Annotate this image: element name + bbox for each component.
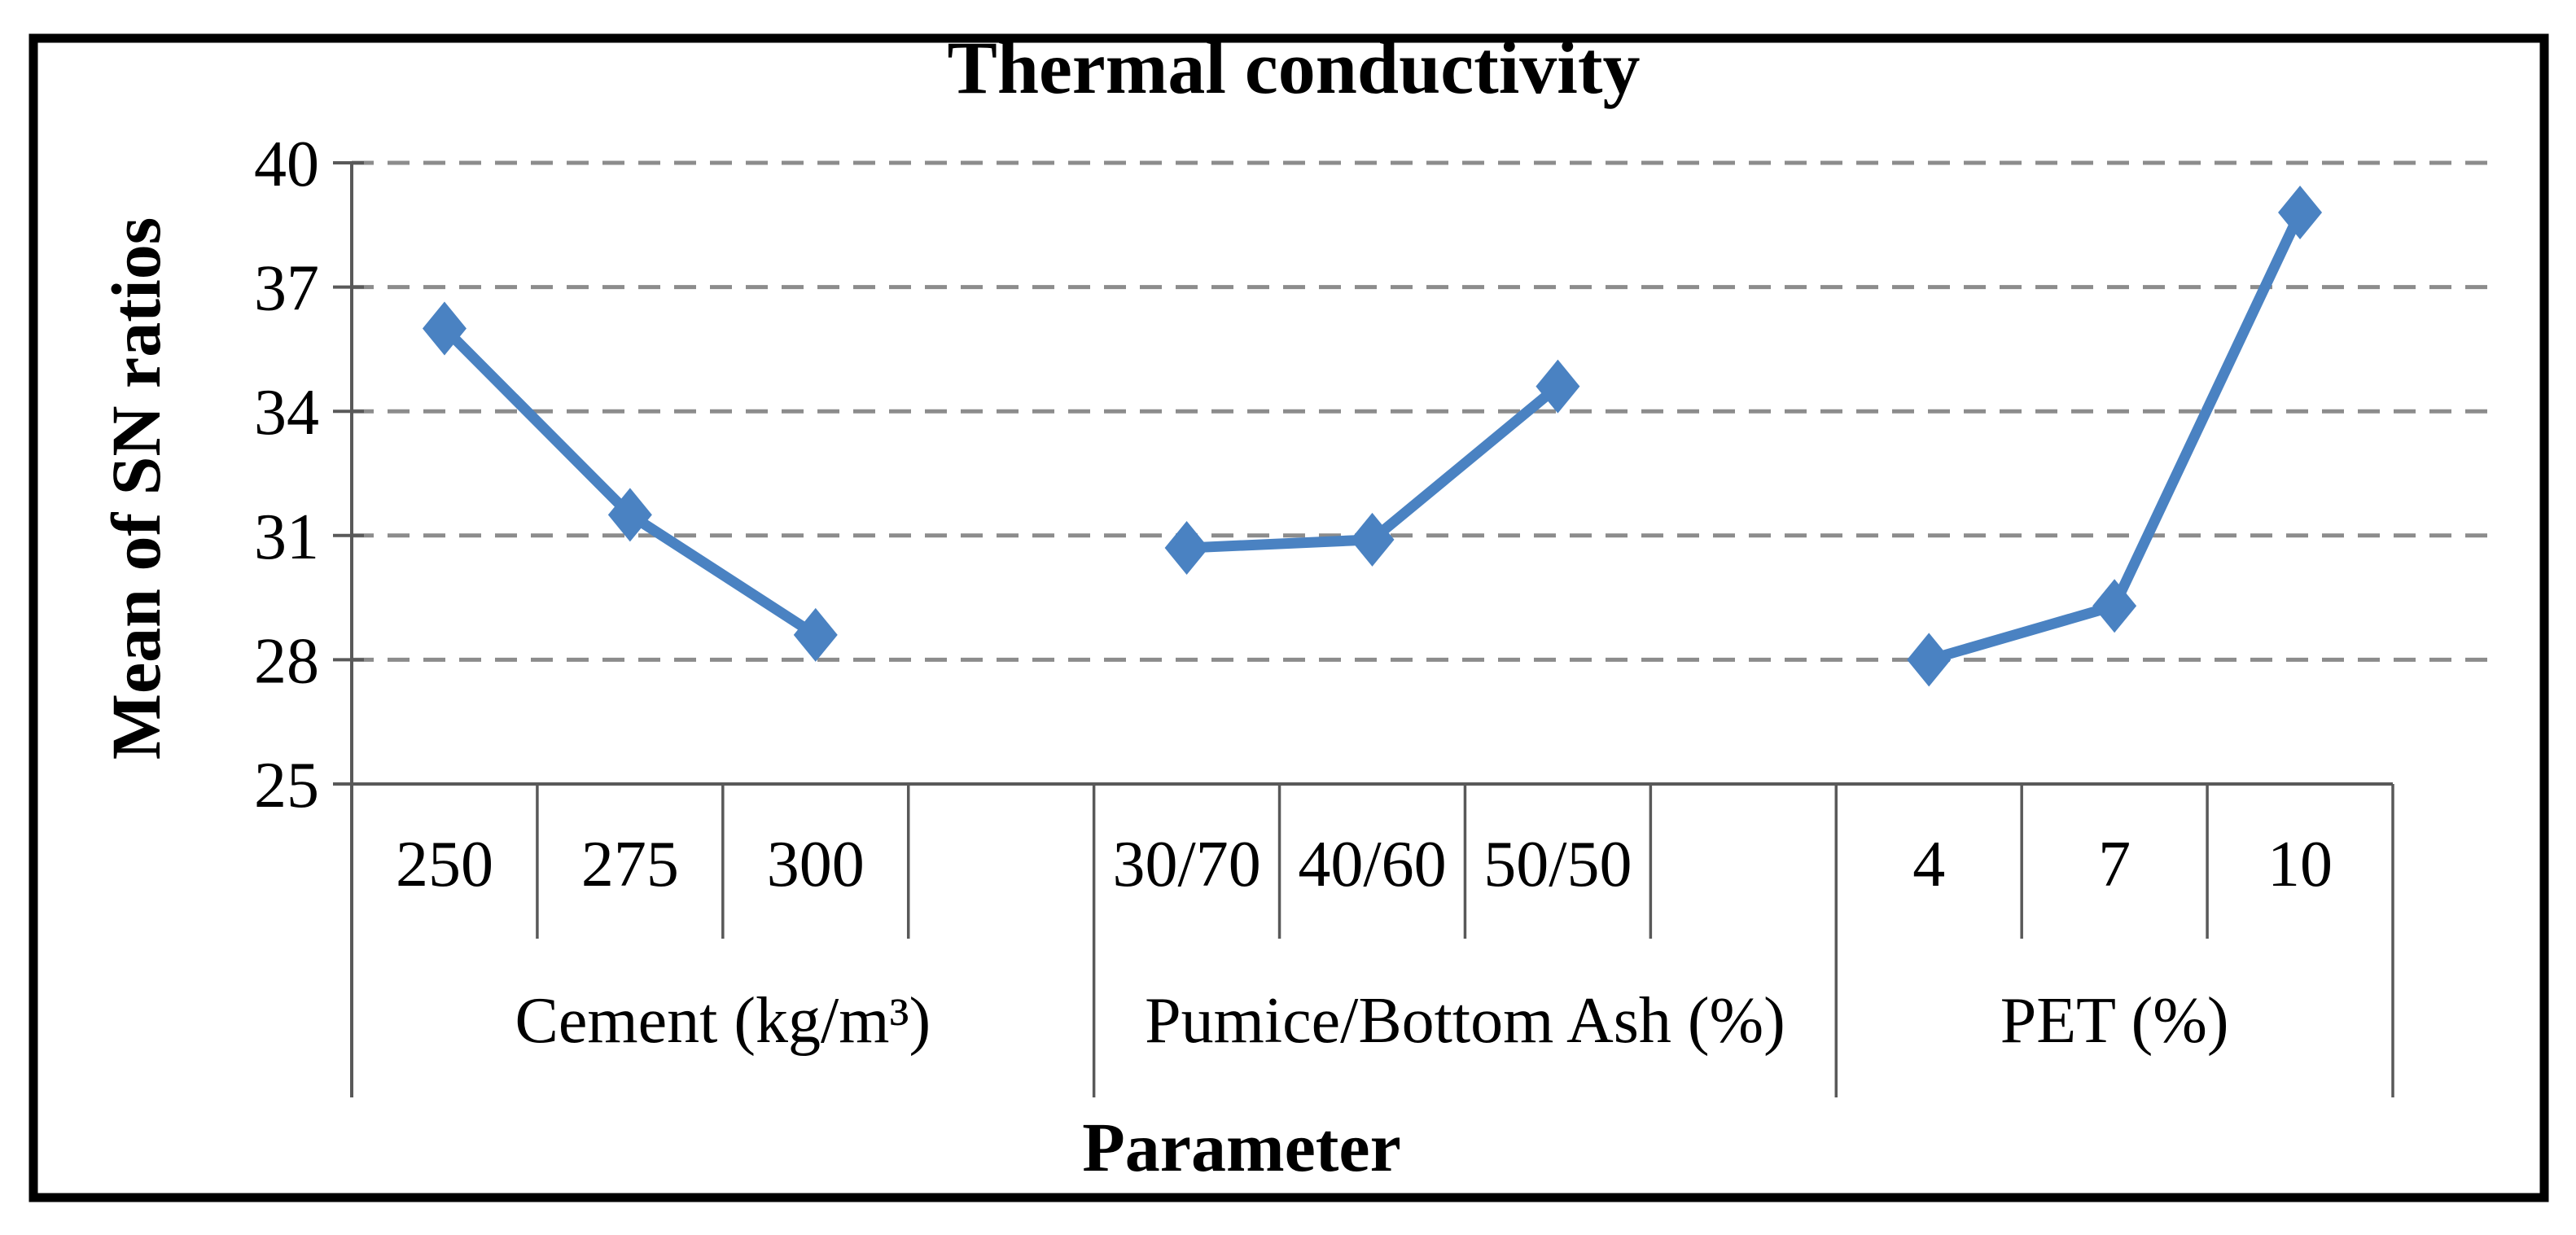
x-axis-title: Parameter	[1082, 1108, 1401, 1186]
x-level-label-30/70: 30/70	[1112, 829, 1260, 900]
marker-0-250	[422, 301, 467, 356]
y-tick-label-25: 25	[254, 750, 319, 821]
marker-1-50/50	[1536, 359, 1580, 414]
marker-2-4	[1907, 633, 1952, 687]
x-level-label-250: 250	[396, 829, 493, 900]
y-tick-label-28: 28	[254, 625, 319, 697]
x-level-label-7: 7	[2098, 829, 2131, 900]
y-tick-label-34: 34	[254, 377, 319, 449]
x-level-label-10: 10	[2267, 829, 2333, 900]
y-tick-label-37: 37	[254, 253, 319, 325]
y-tick-label-31: 31	[254, 501, 319, 573]
x-level-label-50/50: 50/50	[1483, 829, 1632, 900]
group-label-1: Pumice/Bottom Ash (%)	[1145, 985, 1785, 1057]
x-level-label-300: 300	[767, 829, 865, 900]
y-axis-title: Mean of SN ratios	[97, 217, 175, 760]
group-label-2: PET (%)	[2000, 985, 2229, 1057]
marker-0-300	[793, 607, 838, 662]
chart-title: Thermal conductivity	[948, 26, 1641, 109]
outer-border	[28, 33, 2549, 1202]
marker-2-7	[2092, 579, 2137, 633]
x-level-label-40/60: 40/60	[1298, 829, 1446, 900]
marker-2-10	[2278, 186, 2323, 240]
series-line-0	[439, 322, 821, 641]
marker-1-30/70	[1164, 521, 1209, 576]
x-level-label-4: 4	[1912, 829, 1945, 900]
x-level-label-275: 275	[581, 829, 679, 900]
group-label-0: Cement (kg/m³)	[515, 985, 931, 1057]
y-tick-label-40: 40	[254, 129, 319, 200]
marker-0-275	[607, 488, 652, 542]
marker-1-40/60	[1350, 512, 1395, 567]
